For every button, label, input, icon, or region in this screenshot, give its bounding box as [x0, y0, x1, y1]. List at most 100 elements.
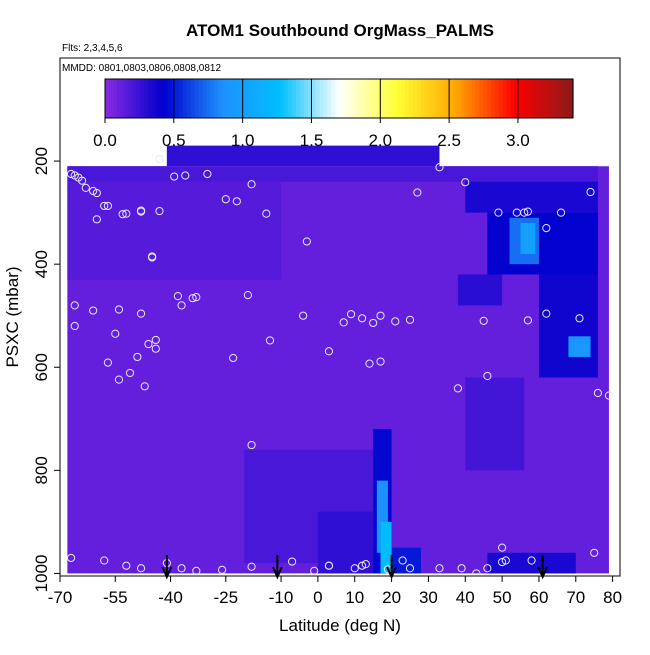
observation-point: [136, 309, 146, 318]
colorbar-swatch: [132, 79, 137, 118]
colorbar-swatch: [381, 79, 387, 118]
colorbar-swatch: [128, 79, 133, 118]
observation-point: [122, 561, 131, 570]
colorbar-swatch: [264, 79, 270, 118]
colorbar-swatch: [413, 79, 418, 118]
surface-arrows: [161, 555, 549, 580]
colorbar-swatch: [206, 79, 211, 118]
colorbar-swatch: [261, 79, 266, 118]
colorbar-swatch: [561, 79, 566, 118]
x-tick-label: -10: [269, 588, 294, 607]
observation-point: [177, 564, 186, 573]
colorbar-swatch: [401, 79, 406, 118]
colorbar-swatch: [354, 79, 360, 118]
x-tick-label: -40: [158, 588, 183, 607]
observation-point: [203, 169, 212, 179]
colorbar-swatch: [280, 79, 285, 118]
colorbar-tick-label: 0.0: [93, 131, 117, 150]
observation-point: [89, 306, 98, 315]
colorbar-tick-label: 2.0: [368, 131, 392, 150]
observation-point: [483, 564, 492, 573]
observation-point: [350, 564, 359, 573]
observation-point: [148, 253, 157, 262]
observation-point: [310, 566, 319, 575]
observation-point: [100, 556, 109, 565]
flights-note: Flts: 2,3,4,5,6: [62, 43, 123, 54]
colorbar-swatch: [307, 79, 313, 118]
observation-point: [604, 391, 614, 400]
colorbar-border: [104, 78, 574, 119]
observation-point: [398, 556, 407, 565]
observation-point: [247, 440, 256, 450]
colorbar-swatch: [253, 79, 258, 118]
colorbar-swatch: [420, 79, 426, 118]
colorbar-swatch: [124, 79, 129, 118]
observation-point: [542, 309, 551, 318]
colorbar-swatch: [342, 79, 348, 118]
colorbar-swatch: [502, 79, 508, 118]
observation-point: [262, 209, 271, 218]
heatmap-cell-3: [67, 181, 282, 280]
colorbar-swatch: [389, 79, 395, 118]
observation-point: [114, 305, 124, 314]
observation-point: [369, 318, 378, 328]
colorbar-swatch: [565, 79, 570, 118]
observation-point: [586, 187, 595, 197]
observation-point: [520, 208, 529, 217]
colorbar-swatch: [397, 79, 402, 118]
observation-point: [324, 561, 334, 570]
colorbar-swatch: [241, 79, 246, 118]
observation-point: [523, 316, 532, 325]
colorbar-swatch: [233, 79, 239, 118]
observation-point: [243, 290, 252, 300]
heatmap-cell-13: [317, 511, 374, 574]
colorbar-swatch: [112, 79, 118, 118]
colorbar-swatch: [350, 79, 356, 118]
colorbar-swatch: [530, 79, 535, 118]
colorbar-swatch: [245, 79, 250, 118]
colorbar-swatch: [237, 79, 243, 118]
observation-point: [376, 311, 385, 320]
observation-point: [247, 562, 256, 571]
observation-point: [483, 573, 492, 576]
colorbar-swatch: [327, 79, 332, 118]
colorbar-swatch: [456, 79, 461, 118]
observation-point: [100, 201, 109, 211]
observation-point: [170, 172, 179, 181]
colorbar-swatch: [339, 79, 344, 118]
arrow-marker: [161, 555, 173, 580]
colorbar-swatch: [120, 79, 126, 118]
observation-point: [232, 197, 241, 206]
colorbar-swatch: [311, 79, 317, 118]
observation-point: [339, 318, 348, 327]
observation-point: [70, 301, 79, 310]
observation-point: [155, 206, 164, 216]
arrow-marker: [271, 555, 283, 580]
colorbar-swatch: [198, 79, 204, 118]
observation-point: [288, 557, 297, 566]
heatmap-cell-1: [166, 145, 440, 167]
colorbar-swatch: [432, 79, 438, 118]
observation-point: [247, 180, 256, 189]
x-axis-label: Latitude (deg N): [279, 616, 401, 635]
observation-point: [494, 208, 503, 217]
observation-point: [218, 565, 227, 574]
heatmap-cell-18: [487, 552, 576, 574]
observation-point: [151, 344, 160, 353]
colorbar-swatch: [510, 79, 516, 118]
observation-point: [103, 201, 112, 211]
arrow-marker: [537, 555, 549, 580]
colorbar-swatch: [471, 79, 477, 118]
observation-point: [498, 543, 507, 552]
observation-point: [66, 169, 76, 179]
colorbar-swatch: [147, 79, 153, 118]
observation-point: [192, 293, 201, 302]
colorbar-swatch: [553, 79, 558, 118]
observation-point: [136, 206, 146, 215]
heatmap-cell-10: [568, 336, 591, 357]
x-tick-label: 50: [493, 588, 512, 607]
colorbar-swatch: [116, 79, 122, 118]
observation-point: [136, 564, 146, 573]
colorbar-swatch: [210, 79, 215, 118]
observation-point: [81, 183, 90, 192]
